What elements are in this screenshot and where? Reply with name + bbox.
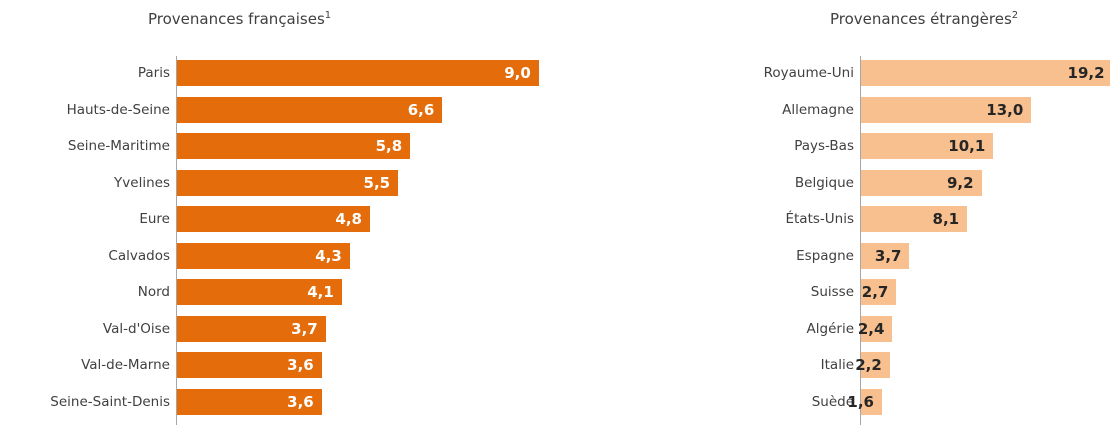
data-label: 3,7 — [291, 319, 318, 338]
data-label: 3,6 — [287, 356, 314, 374]
bar — [177, 206, 370, 232]
category-label: Belgique — [794, 174, 854, 191]
chart-title: Provenances françaises1 — [148, 10, 331, 28]
bar — [861, 242, 910, 269]
category-label: Paris — [137, 65, 170, 81]
bar — [177, 96, 443, 123]
category-label: Yvelines — [114, 174, 170, 191]
category-label: Seine-Maritime — [67, 138, 170, 154]
data-label: 5,5 — [363, 173, 391, 192]
bar — [861, 133, 994, 159]
category-label: Suisse — [810, 284, 854, 300]
bar — [177, 60, 539, 86]
chart-title-text: Provenances étrangères — [830, 10, 1012, 28]
category-label: Algérie — [806, 320, 854, 337]
data-label: 3,6 — [287, 392, 314, 411]
data-label: 2,4 — [857, 319, 885, 338]
category-label: États-Unis — [785, 211, 854, 227]
category-label: Val-d'Oise — [102, 320, 170, 337]
category-label: Val-de-Marne — [81, 357, 170, 373]
data-label: 4,8 — [335, 210, 362, 228]
data-label: 10,1 — [948, 137, 986, 155]
chart-french-origins: Provenances françaises1 Paris 9,0 Hauts-de… — [0, 0, 560, 425]
bar — [177, 133, 411, 159]
chart-foreign-origins: Provenances étrangères2 Royaume-Uni 19,2 A… — [560, 0, 1110, 425]
category-label: Seine-Saint-Denis — [50, 393, 170, 410]
data-label: 19,2 — [1067, 64, 1105, 82]
bar — [861, 206, 968, 232]
bar — [177, 315, 326, 342]
data-label: 4,1 — [307, 283, 334, 301]
category-label: Allemagne — [782, 101, 854, 118]
category-label: Pays-Bas — [794, 138, 854, 154]
bar — [177, 352, 322, 378]
bar — [861, 315, 893, 342]
data-label: 4,3 — [315, 246, 342, 265]
y-axis-line — [176, 56, 177, 425]
bar — [861, 169, 982, 196]
data-label: 3,7 — [874, 246, 902, 265]
chart-title-note: 2 — [1011, 10, 1019, 21]
bar — [177, 388, 322, 415]
data-label: 2,2 — [855, 356, 882, 374]
chart-title-text: Provenances françaises — [148, 10, 325, 28]
category-label: Italie — [820, 357, 854, 373]
category-label: Calvados — [108, 247, 170, 264]
data-label: 5,8 — [375, 137, 403, 155]
category-label: Royaume-Uni — [763, 65, 854, 81]
category-label: Eure — [139, 211, 170, 227]
chart-title-note: 1 — [324, 10, 332, 21]
bar — [177, 279, 342, 305]
category-label: Hauts-de-Seine — [66, 101, 170, 118]
category-label: Nord — [137, 284, 170, 300]
data-label: 9,0 — [504, 64, 531, 82]
bar — [861, 279, 897, 305]
category-label: Suède — [811, 393, 854, 410]
bar — [177, 169, 399, 196]
data-label: 9,2 — [946, 173, 974, 192]
category-label: Espagne — [796, 247, 854, 264]
data-label: 2,7 — [861, 283, 889, 301]
bar — [861, 60, 1110, 86]
bar — [861, 96, 1032, 123]
data-label: 8,1 — [932, 210, 960, 228]
bar — [861, 352, 890, 378]
bar — [861, 388, 882, 415]
chart-title: Provenances étrangères2 — [830, 10, 1018, 28]
data-label: 13,0 — [986, 100, 1024, 119]
data-label: 1,6 — [847, 392, 874, 411]
data-label: 6,6 — [407, 100, 435, 119]
y-axis-line — [860, 56, 861, 425]
bar — [177, 242, 350, 269]
